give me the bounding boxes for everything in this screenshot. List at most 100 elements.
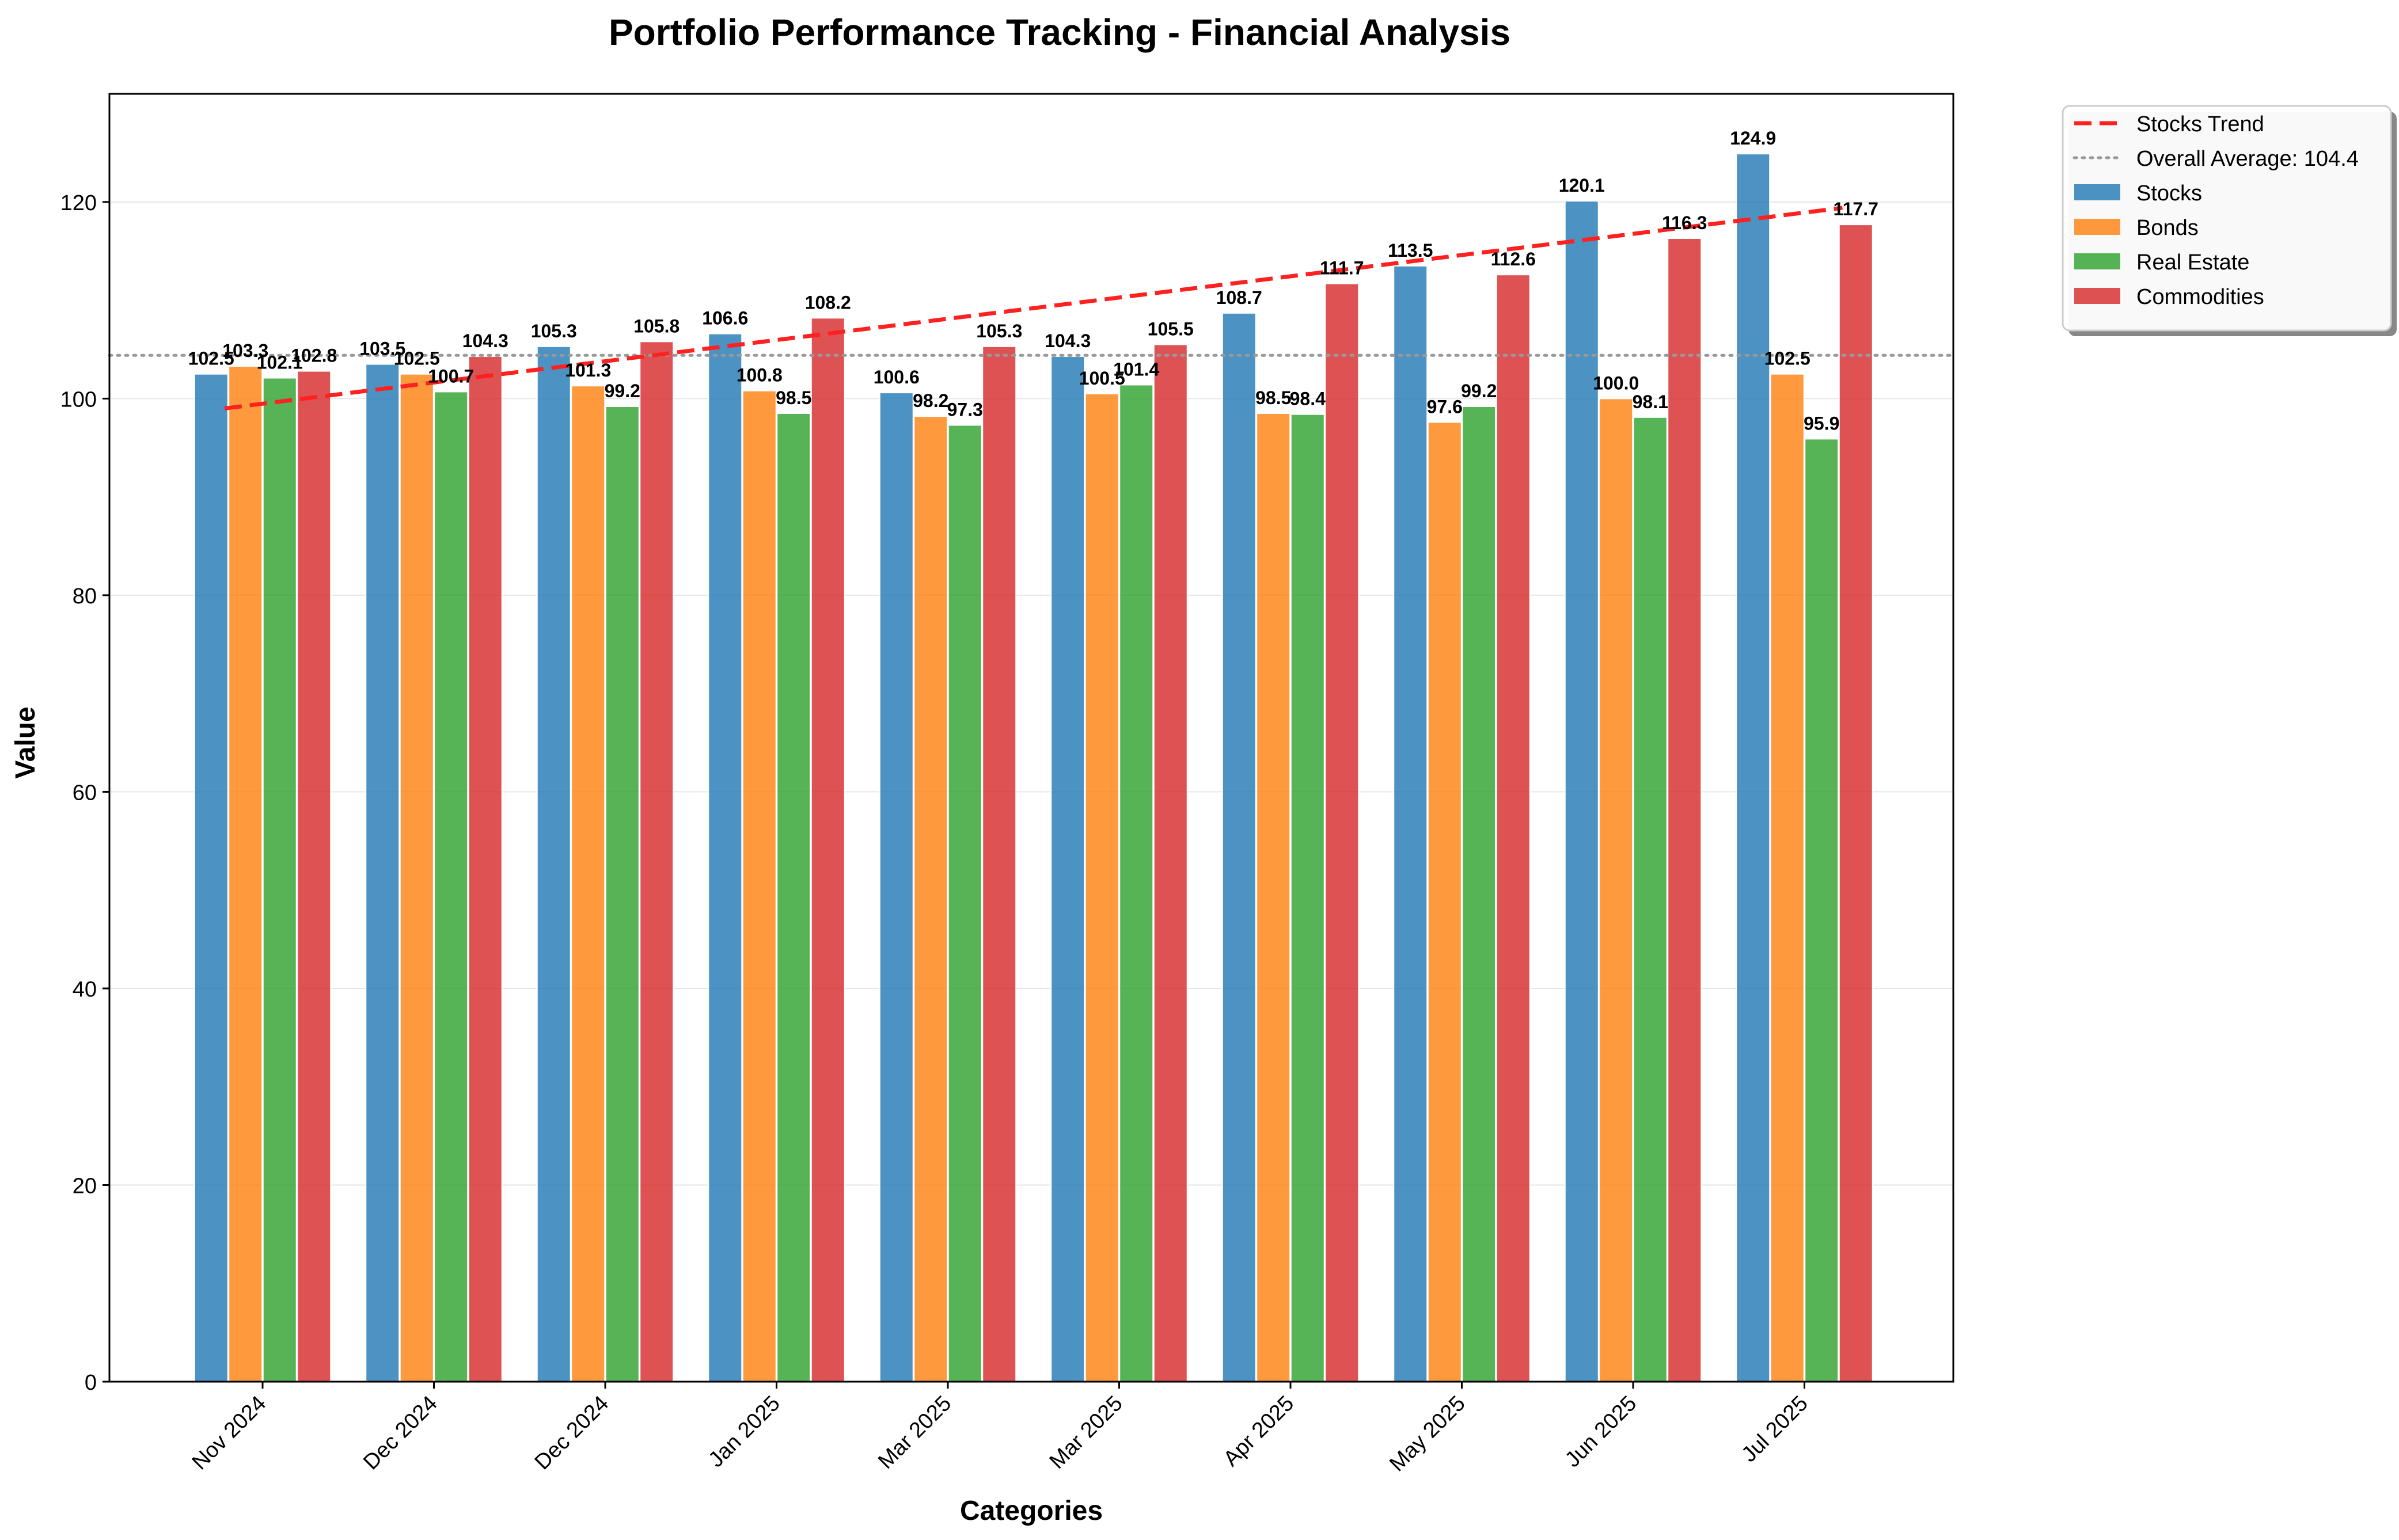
bar-bonds <box>913 416 948 1383</box>
bar-value-label: 117.7 <box>1834 199 1878 219</box>
legend-entry-label: Stocks <box>2136 181 2202 206</box>
bar-commodities <box>1495 274 1531 1382</box>
bar-bonds <box>1599 398 1634 1382</box>
bar-value-label: 97.3 <box>947 399 983 420</box>
bar-value-label: 98.2 <box>913 390 948 411</box>
bar-value-label: 102.5 <box>1764 348 1810 369</box>
bar-real-estate <box>605 406 640 1382</box>
bar-stocks <box>879 392 914 1382</box>
bar-bonds <box>228 366 263 1382</box>
reference-lines <box>108 206 1955 410</box>
legend-entry-label: Commodities <box>2136 285 2264 309</box>
bar-value-label: 98.4 <box>1290 389 1326 409</box>
bar-real-estate <box>776 412 811 1382</box>
legend-entry-label: Real Estate <box>2136 250 2249 275</box>
bar-bonds <box>1770 373 1805 1383</box>
bar-bonds <box>571 385 606 1382</box>
bar-commodities <box>1153 344 1188 1383</box>
bar-value-label: 111.7 <box>1320 258 1364 279</box>
bar-value-label: 103.5 <box>359 339 405 359</box>
y-tick-label: 20 <box>73 1174 97 1198</box>
bar-value-label: 103.3 <box>222 340 268 361</box>
bar-bonds <box>1084 393 1119 1382</box>
bar-real-estate <box>1462 406 1497 1382</box>
bar-value-label: 104.3 <box>462 330 508 351</box>
bar-value-label: 102.1 <box>257 352 303 373</box>
bar-commodities <box>982 345 1017 1382</box>
bar-value-label: 100.7 <box>428 366 474 386</box>
y-tick-label: 60 <box>73 781 97 805</box>
bar-stocks <box>536 345 571 1382</box>
bar-value-label: 102.5 <box>188 348 234 369</box>
bar-commodities <box>1667 238 1702 1383</box>
bar-stocks <box>1050 355 1085 1383</box>
bar-real-estate <box>1633 416 1668 1383</box>
legend-entry-label: Bonds <box>2136 216 2199 240</box>
bar-bonds <box>1256 412 1291 1382</box>
bar-value-label: 100.6 <box>874 367 920 387</box>
bar-value-label: 102.8 <box>291 345 337 366</box>
legend: Stocks Trend Overall Average: 104.4 Stocks… <box>2062 105 2397 336</box>
bar-value-label: 105.5 <box>1148 318 1194 339</box>
x-axis-label: Categories <box>960 1496 1103 1526</box>
bar-value-label: 108.7 <box>1216 287 1262 308</box>
y-tick-label: 100 <box>60 387 97 412</box>
bar-real-estate <box>1119 384 1154 1382</box>
bar-value-label: 97.6 <box>1427 396 1463 417</box>
bar-real-estate <box>1804 438 1839 1382</box>
bar-stocks <box>1221 312 1257 1383</box>
bar-value-label: 95.9 <box>1804 413 1839 434</box>
bar-bonds <box>399 373 434 1383</box>
plot-frame <box>108 93 1954 1383</box>
bar-commodities <box>468 355 503 1383</box>
bar-value-label: 105.3 <box>531 321 577 341</box>
legend-series-swatch <box>2074 219 2120 235</box>
legend-series-swatch <box>2074 184 2120 200</box>
legend-entry-label: Overall Average: 104.4 <box>2136 147 2359 171</box>
bar-value-label: 101.4 <box>1113 359 1159 379</box>
bar-bonds <box>1427 421 1462 1382</box>
bar-value-label: 98.5 <box>1255 387 1291 408</box>
bar-real-estate <box>434 391 469 1382</box>
bar-stocks <box>365 363 400 1382</box>
y-tick-label: 120 <box>60 191 97 215</box>
bar-value-label: 105.3 <box>976 321 1022 341</box>
bar-value-label: 100.8 <box>737 365 783 386</box>
legend-series-swatch <box>2074 288 2120 304</box>
legend-series-swatch <box>2074 253 2120 269</box>
bar-value-label: 102.5 <box>394 348 440 369</box>
bar-value-label: 100.0 <box>1593 372 1639 393</box>
bar-value-label: 100.5 <box>1079 368 1125 389</box>
bar-commodities <box>1838 224 1873 1383</box>
bar-stocks <box>1736 153 1771 1383</box>
bar-stocks <box>193 373 229 1383</box>
bar-real-estate <box>262 377 297 1382</box>
bar-value-label: 101.3 <box>565 360 611 381</box>
bar-stocks <box>708 333 743 1382</box>
bar-value-label: 120.1 <box>1559 175 1605 196</box>
bar-value-label: 113.5 <box>1388 240 1433 261</box>
bar-real-estate <box>947 424 982 1382</box>
y-tick-label: 0 <box>85 1371 97 1395</box>
bar-value-label: 105.8 <box>633 315 680 336</box>
bar-value-label: 99.2 <box>1461 381 1497 401</box>
y-axis-label: Value <box>10 706 41 778</box>
data-labels: 102.5 103.5105.3106.6100.6104.3108.7113.5… <box>188 128 1878 434</box>
bar-commodities <box>810 317 845 1382</box>
bar-bonds <box>742 390 777 1382</box>
bars <box>193 153 1873 1383</box>
bar-value-label: 98.1 <box>1633 391 1668 412</box>
bar-real-estate <box>1290 413 1325 1382</box>
bar-value-label: 99.2 <box>605 381 640 401</box>
bar-stocks <box>1393 265 1428 1382</box>
bar-value-label: 98.5 <box>776 387 811 408</box>
bar-value-label: 124.9 <box>1730 128 1776 149</box>
chart-title: Portfolio Performance Tracking - Financi… <box>609 12 1510 53</box>
bar-value-label: 112.6 <box>1491 249 1536 269</box>
legend-box <box>2062 105 2392 332</box>
bar-commodities <box>297 370 332 1383</box>
bar-commodities <box>1324 283 1360 1383</box>
bar-value-label: 106.6 <box>702 308 748 329</box>
